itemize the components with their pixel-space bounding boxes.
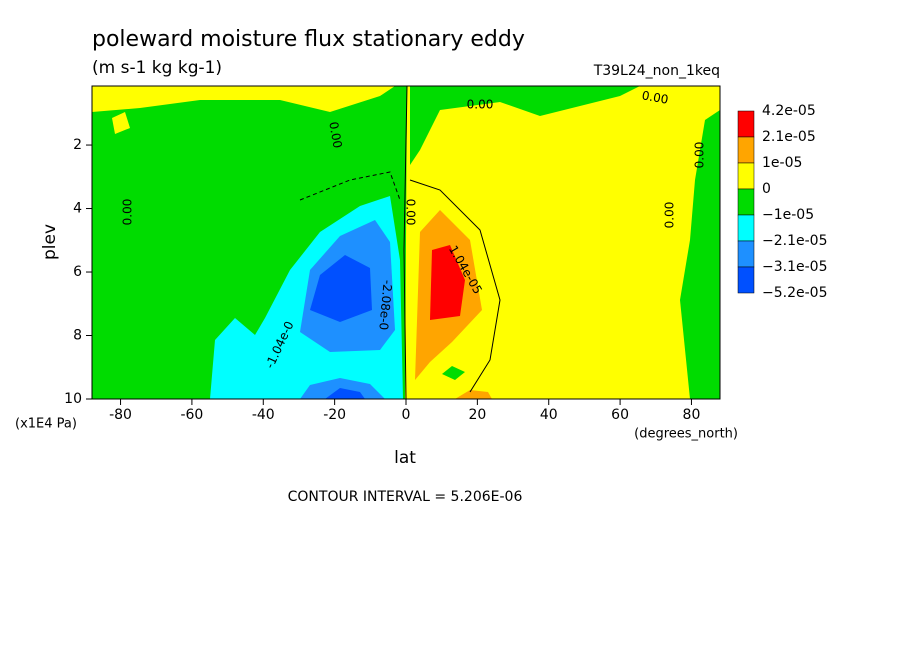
x-tick-label: 80: [683, 407, 701, 423]
x-tick-label: -20: [323, 407, 346, 423]
contour-field: [92, 85, 720, 400]
x-unit: (degrees_north): [634, 427, 738, 442]
contour-label: 0.00: [404, 199, 418, 226]
contour-fill: [442, 366, 465, 380]
colorbar-label: −1e-05: [762, 207, 814, 223]
y-axis-label: plev: [40, 224, 60, 260]
x-tick-label: 0: [402, 407, 411, 423]
colorbar-box: [737, 188, 755, 216]
contour-label: 0.00: [693, 142, 707, 169]
contour-interval: CONTOUR INTERVAL = 5.206E-06: [288, 489, 523, 505]
x-tick-label: 20: [468, 407, 486, 423]
colorbar-box: [737, 214, 755, 242]
colorbar-box: [737, 266, 755, 294]
colorbar-label: 0: [762, 181, 771, 197]
y-unit: (x1E4 Pa): [15, 417, 77, 432]
contour-line: [409, 179, 501, 393]
contour-fill: [455, 390, 492, 399]
contour-label: 0.00: [663, 202, 677, 229]
x-tick-label: 40: [540, 407, 558, 423]
contour-label: -2.08e-0: [376, 279, 394, 330]
x-axis-label: lat: [394, 448, 416, 468]
contour-line: [403, 85, 408, 400]
y-tick-label: 2: [73, 137, 82, 153]
x-tick-label: -80: [109, 407, 132, 423]
colorbar-label: −2.1e-05: [762, 233, 827, 249]
contour-fill: [680, 86, 720, 399]
run-label: T39L24_non_1keq: [593, 63, 720, 79]
colorbar-label: −5.2e-05: [762, 285, 827, 301]
y-tick-label: 6: [73, 264, 82, 280]
y-tick-label: 8: [73, 328, 82, 344]
colorbar-label: 2.1e-05: [762, 129, 816, 145]
colorbar-box: [737, 162, 755, 190]
colorbar-box: [737, 240, 755, 268]
colorbar-label: 4.2e-05: [762, 103, 816, 119]
contour-label: 0.00: [326, 121, 344, 150]
contour-fill: [112, 112, 130, 134]
x-tick-label: -60: [180, 407, 203, 423]
y-tick-label: 10: [64, 391, 82, 407]
contour-label: 0.00: [121, 199, 135, 226]
colorbar-box: [737, 136, 755, 164]
y-tick-label: 4: [73, 201, 82, 217]
colorbar-label: −3.1e-05: [762, 259, 827, 275]
contour-label: 0.00: [641, 88, 670, 106]
x-tick-label: -40: [252, 407, 275, 423]
chart-title: poleward moisture flux stationary eddy: [92, 27, 525, 52]
chart-subtitle: (m s-1 kg kg-1): [92, 58, 222, 78]
contour-fill: [325, 388, 365, 399]
colorbar-label: 1e-05: [762, 155, 802, 171]
contour-fill: [310, 255, 372, 322]
contour-fill: [430, 245, 465, 320]
colorbar-box: [737, 110, 755, 138]
contour-fill: [410, 86, 640, 165]
contour-label: 0.00: [467, 98, 494, 112]
x-tick-label: 60: [611, 407, 629, 423]
